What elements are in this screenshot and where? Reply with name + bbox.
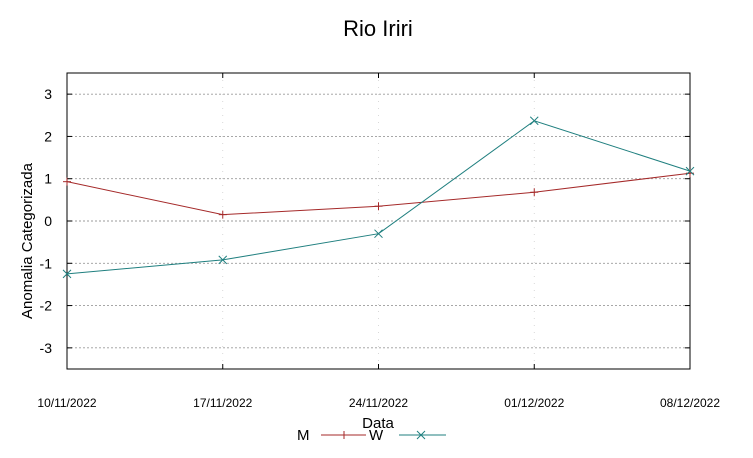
y-axis: 3 2 1 0 -1 -2 -3 (40, 86, 690, 356)
data-point-w-4 (685, 166, 695, 176)
legend-w-marker-b (416, 430, 426, 440)
series-m (63, 169, 694, 219)
y-tick-label: 2 (44, 128, 52, 144)
data-point-w-marker-b (218, 255, 228, 265)
x-grid-lines (222, 73, 535, 369)
data-point-w-marker-b (529, 116, 539, 126)
data-point-m-0 (63, 177, 71, 186)
data-point-m-2 (374, 202, 383, 211)
legend-label-m: M (297, 427, 310, 444)
data-point-m-1 (218, 210, 227, 219)
y-tick-label: -2 (40, 298, 53, 314)
data-point-w-marker-b (374, 229, 383, 239)
data-point-w-2 (374, 229, 383, 239)
x-tick-label: 01/12/2022 (504, 396, 564, 410)
y-tick-label: -1 (40, 255, 53, 271)
x-axis-label: Data (362, 415, 394, 432)
series-layer (62, 116, 695, 279)
x-axis: 10/11/2022 17/11/2022 24/11/2022 01/12/2022… (37, 73, 720, 410)
chart-title: Rio Iriri (343, 16, 413, 41)
series-w (62, 116, 695, 279)
data-point-w-3 (529, 116, 539, 126)
data-point-w-0 (62, 269, 72, 279)
data-point-m-3 (530, 188, 539, 197)
x-tick-label: 17/11/2022 (193, 396, 252, 410)
data-point-w-marker-b (685, 166, 695, 176)
y-tick-label: 3 (44, 86, 52, 102)
y-tick-label: -3 (40, 340, 53, 356)
data-point-w-marker-b (62, 269, 72, 279)
y-tick-label: 0 (44, 213, 52, 229)
legend-label-w: W (369, 427, 384, 444)
legend-item-m: M (297, 427, 366, 444)
y-axis-label: Anomalia Categorizada (19, 162, 36, 319)
x-tick-label: 24/11/2022 (349, 396, 408, 410)
x-tick-label: 10/11/2022 (37, 396, 96, 410)
x-tick-label: 08/12/2022 (660, 396, 720, 410)
y-tick-label: 1 (44, 171, 52, 187)
legend-item-w: W (369, 427, 446, 444)
data-point-w-1 (218, 255, 228, 265)
